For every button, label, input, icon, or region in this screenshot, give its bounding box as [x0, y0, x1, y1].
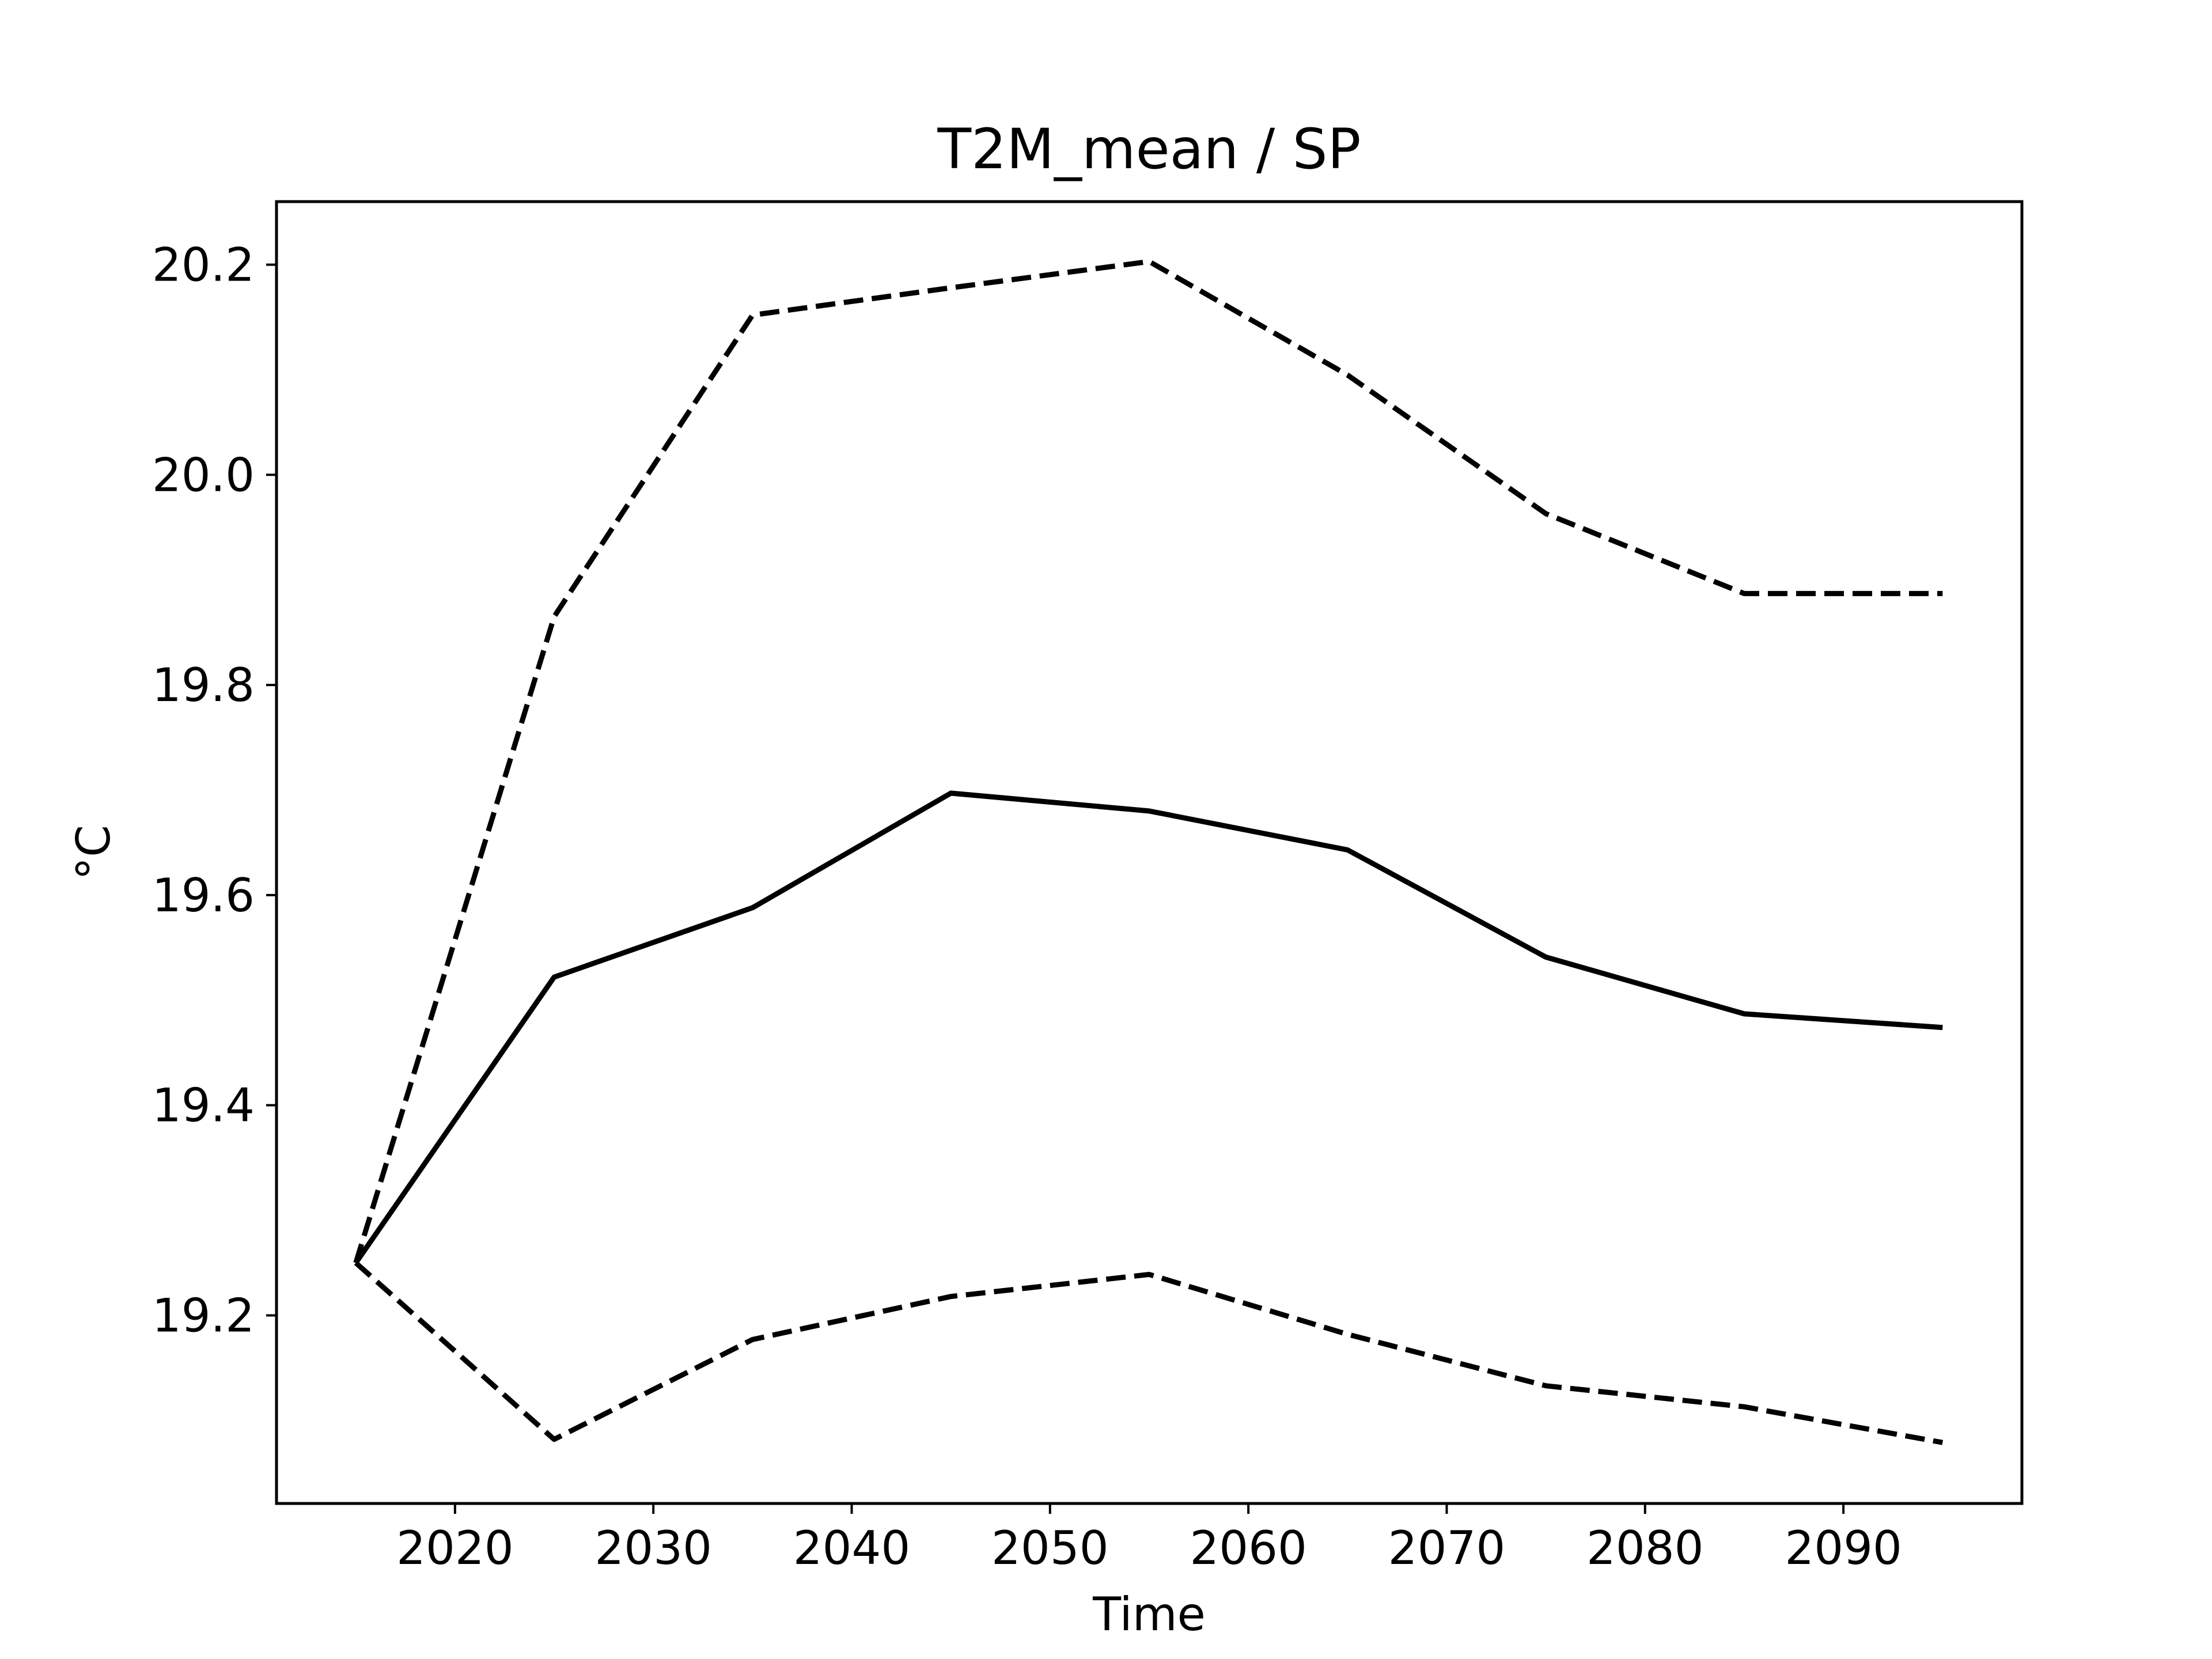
plot-frame: [275, 200, 2024, 1505]
y-axis-label: °C: [67, 825, 120, 880]
x-tick-label: 2060: [1190, 1521, 1307, 1575]
x-tick-label: 2080: [1586, 1521, 1704, 1575]
series-layer: [353, 259, 1944, 1445]
x-tick-label: 2090: [1785, 1521, 1902, 1575]
x-tick-label: 2030: [594, 1521, 712, 1575]
y-tick-label: 19.6: [152, 869, 255, 922]
x-tick-label: 2020: [396, 1521, 514, 1575]
y-tick-label: 20.0: [152, 448, 255, 502]
ticks-layer: 2020 2030 2040 2050 2060 2070 2080 2090 19.2 19.4…: [152, 238, 1902, 1575]
chart-title: T2M_mean / SP: [937, 117, 1361, 181]
x-tick-label: 2070: [1388, 1521, 1506, 1575]
y-tick-label: 19.2: [152, 1289, 255, 1342]
x-tick-label: 2040: [793, 1521, 911, 1575]
lower-dashed-series-line: [354, 1260, 1944, 1445]
x-axis-label: Time: [1092, 1588, 1206, 1641]
y-tick-label: 19.4: [152, 1079, 255, 1132]
mean-solid-series-line: [354, 790, 1943, 1264]
x-tick-label: 2050: [991, 1521, 1109, 1575]
y-tick-label: 19.8: [152, 658, 255, 712]
y-tick-label: 20.2: [152, 238, 255, 291]
upper-dashed-series-line: [353, 259, 1943, 1264]
